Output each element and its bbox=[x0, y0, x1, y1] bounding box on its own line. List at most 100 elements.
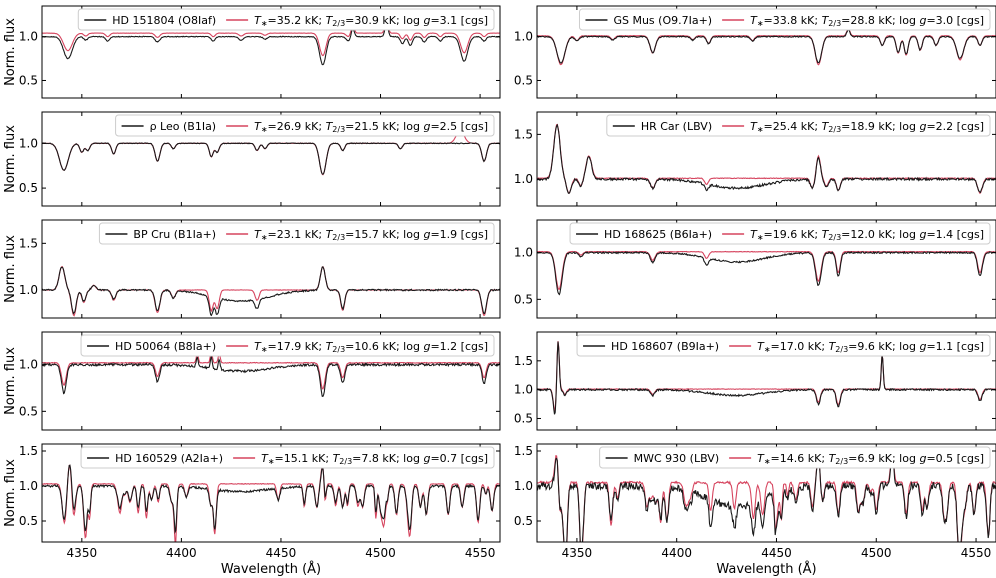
legend-model-value: 14.6 bbox=[780, 452, 805, 465]
legend: T∗=14.6 kK; T2/3=6.9 kK; log g=0.5 [cgs]… bbox=[599, 446, 991, 469]
legend-model-value: 1.4 bbox=[936, 228, 954, 241]
y-tick-label: 1.0 bbox=[19, 136, 38, 150]
observed-spectrum-line bbox=[42, 22, 500, 66]
x-tick-label: 4550 bbox=[465, 546, 496, 560]
x-tick-label: 4450 bbox=[266, 546, 297, 560]
panel-5: 0.5 1.0 T∗=19.6 kK; T2/3=12.0 kK; log g=1.… bbox=[514, 219, 996, 319]
legend-model-value: 2.2 bbox=[936, 120, 954, 133]
legend: T∗=17.0 kK; T2/3=9.6 kK; log g=1.1 [cgs]… bbox=[576, 334, 991, 357]
legend-model-value: 12.0 bbox=[850, 228, 875, 241]
legend-model-value: 25.4 bbox=[773, 120, 798, 133]
legend-observed-label: HR Car (LBV) bbox=[641, 120, 712, 133]
legend: T∗=17.9 kK; T2/3=10.6 kK; log g=1.2 [cgs… bbox=[80, 334, 495, 357]
legend: T∗=23.1 kK; T2/3=15.7 kK; log g=1.9 [cgs… bbox=[98, 222, 495, 245]
y-axis-label: Norm. flux bbox=[3, 347, 18, 415]
y-axis-label: Norm. flux bbox=[3, 459, 18, 527]
model-spectrum-line bbox=[42, 19, 500, 57]
legend-model-value: 1.9 bbox=[440, 228, 458, 241]
panel-frame bbox=[41, 331, 501, 431]
model-spectrum-line bbox=[42, 349, 500, 390]
legend-model-value: 1.1 bbox=[936, 340, 954, 353]
legend-observed-label: HD 160529 (A2Ia+) bbox=[115, 452, 223, 465]
x-axis-label: Wavelength (Å) bbox=[716, 561, 816, 577]
legend-observed-label: ρ Leo (B1Ia) bbox=[150, 120, 217, 133]
x-tick-label: 4350 bbox=[562, 546, 593, 560]
legend-box bbox=[578, 8, 991, 31]
x-tick-label: 4400 bbox=[166, 546, 197, 560]
legend-model-value: 2.5 bbox=[440, 120, 458, 133]
legend: T∗=15.1 kK; T2/3=7.8 kK; log g=0.7 [cgs]… bbox=[80, 446, 495, 469]
legend-observed-label: GS Mus (O9.7Ia+) bbox=[613, 14, 712, 27]
legend-model-label: T∗=14.6 kK; T2/3=6.9 kK; log g=0.5 [cgs] bbox=[757, 452, 984, 466]
observed-spectrum-line bbox=[537, 29, 996, 64]
x-tick-label: 4500 bbox=[861, 546, 892, 560]
legend-box bbox=[576, 334, 991, 357]
legend-model-value: 1.2 bbox=[440, 340, 458, 353]
panel-frame bbox=[41, 5, 501, 99]
legend-model-value: 9.6 bbox=[857, 340, 875, 353]
observed-spectrum-line bbox=[42, 355, 500, 398]
panel-frame bbox=[536, 5, 996, 99]
y-tick-label: 1.5 bbox=[19, 236, 38, 250]
legend-box bbox=[115, 114, 495, 137]
legend-model-label: T∗=33.8 kK; T2/3=28.8 kK; log g=3.0 [cgs… bbox=[750, 14, 984, 28]
legend-model-value: 0.7 bbox=[440, 452, 458, 465]
y-tick-label: 0.5 bbox=[19, 73, 38, 87]
y-tick-label: 0.5 bbox=[19, 514, 38, 528]
y-tick-label: 1.5 bbox=[514, 354, 533, 368]
panel-frame bbox=[536, 443, 996, 543]
legend-box bbox=[77, 8, 495, 31]
observed-spectrum-line bbox=[42, 464, 500, 534]
panel-frame bbox=[536, 219, 996, 319]
y-tick-label: 0.5 bbox=[514, 514, 533, 528]
x-tick-label: 4450 bbox=[761, 546, 792, 560]
y-tick-label: 1.0 bbox=[514, 246, 533, 260]
y-tick-label: 1.0 bbox=[514, 383, 533, 397]
legend-model-label: T∗=19.6 kK; T2/3=12.0 kK; log g=1.4 [cgs… bbox=[750, 228, 984, 242]
legend-model-value: 28.8 bbox=[850, 14, 875, 27]
legend-model-value: 18.9 bbox=[850, 120, 875, 133]
legend-model-value: 17.0 bbox=[780, 340, 805, 353]
panel-frame bbox=[536, 111, 996, 207]
legend-model-value: 26.9 bbox=[277, 120, 302, 133]
legend: T∗=33.8 kK; T2/3=28.8 kK; log g=3.0 [cgs… bbox=[578, 8, 991, 31]
x-axis-label: Wavelength (Å) bbox=[221, 561, 321, 577]
legend-box bbox=[80, 334, 495, 357]
legend-observed-label: HD 168607 (B9Ia+) bbox=[611, 340, 719, 353]
x-tick-label: 4500 bbox=[365, 546, 396, 560]
observed-spectrum-line bbox=[42, 142, 500, 176]
legend-box bbox=[569, 222, 991, 245]
legend-model-value: 6.9 bbox=[857, 452, 875, 465]
legend-box bbox=[98, 222, 495, 245]
legend-model-label: T∗=15.1 kK; T2/3=7.8 kK; log g=0.7 [cgs] bbox=[261, 452, 488, 466]
x-tick-label: 4400 bbox=[661, 546, 692, 560]
y-tick-label: 0.5 bbox=[514, 411, 533, 425]
legend-model-value: 0.5 bbox=[936, 452, 954, 465]
y-tick-label: 1.0 bbox=[514, 479, 533, 493]
x-tick-label: 4350 bbox=[67, 546, 98, 560]
legend-model-value: 7.8 bbox=[361, 452, 379, 465]
observed-spectrum-line bbox=[42, 266, 500, 317]
y-tick-label: 1.5 bbox=[514, 127, 533, 141]
legend-model-label: T∗=23.1 kK; T2/3=15.7 kK; log g=1.9 [cgs… bbox=[254, 228, 488, 242]
legend-model-value: 3.1 bbox=[440, 14, 458, 27]
y-tick-label: 0.5 bbox=[514, 292, 533, 306]
legend-model-label: T∗=17.9 kK; T2/3=10.6 kK; log g=1.2 [cgs… bbox=[254, 340, 488, 354]
observed-spectrum-line bbox=[537, 250, 996, 296]
legend-model-value: 15.7 bbox=[354, 228, 379, 241]
y-tick-label: 1.0 bbox=[19, 283, 38, 297]
legend-model-label: T∗=26.9 kK; T2/3=21.5 kK; log g=2.5 [cgs… bbox=[254, 120, 488, 134]
legend-model-value: 23.1 bbox=[277, 228, 302, 241]
legend-observed-label: MWC 930 (LBV) bbox=[634, 452, 719, 465]
legend-model-value: 3.0 bbox=[936, 14, 954, 27]
panel-8: 0.5 1.0 1.5 4350 4400 4450 4500 4550 Norm. flux T… bbox=[3, 443, 501, 560]
legend-model-label: T∗=17.0 kK; T2/3=9.6 kK; log g=1.1 [cgs] bbox=[757, 340, 984, 354]
legend: T∗=26.9 kK; T2/3=21.5 kK; log g=2.5 [cgs… bbox=[115, 114, 495, 137]
legend-observed-label: BP Cru (B1Ia+) bbox=[133, 228, 216, 241]
legend-model-value: 17.9 bbox=[277, 340, 302, 353]
legend-observed-label: HD 168625 (B6Ia+) bbox=[604, 228, 712, 241]
legend-model-value: 15.1 bbox=[284, 452, 309, 465]
